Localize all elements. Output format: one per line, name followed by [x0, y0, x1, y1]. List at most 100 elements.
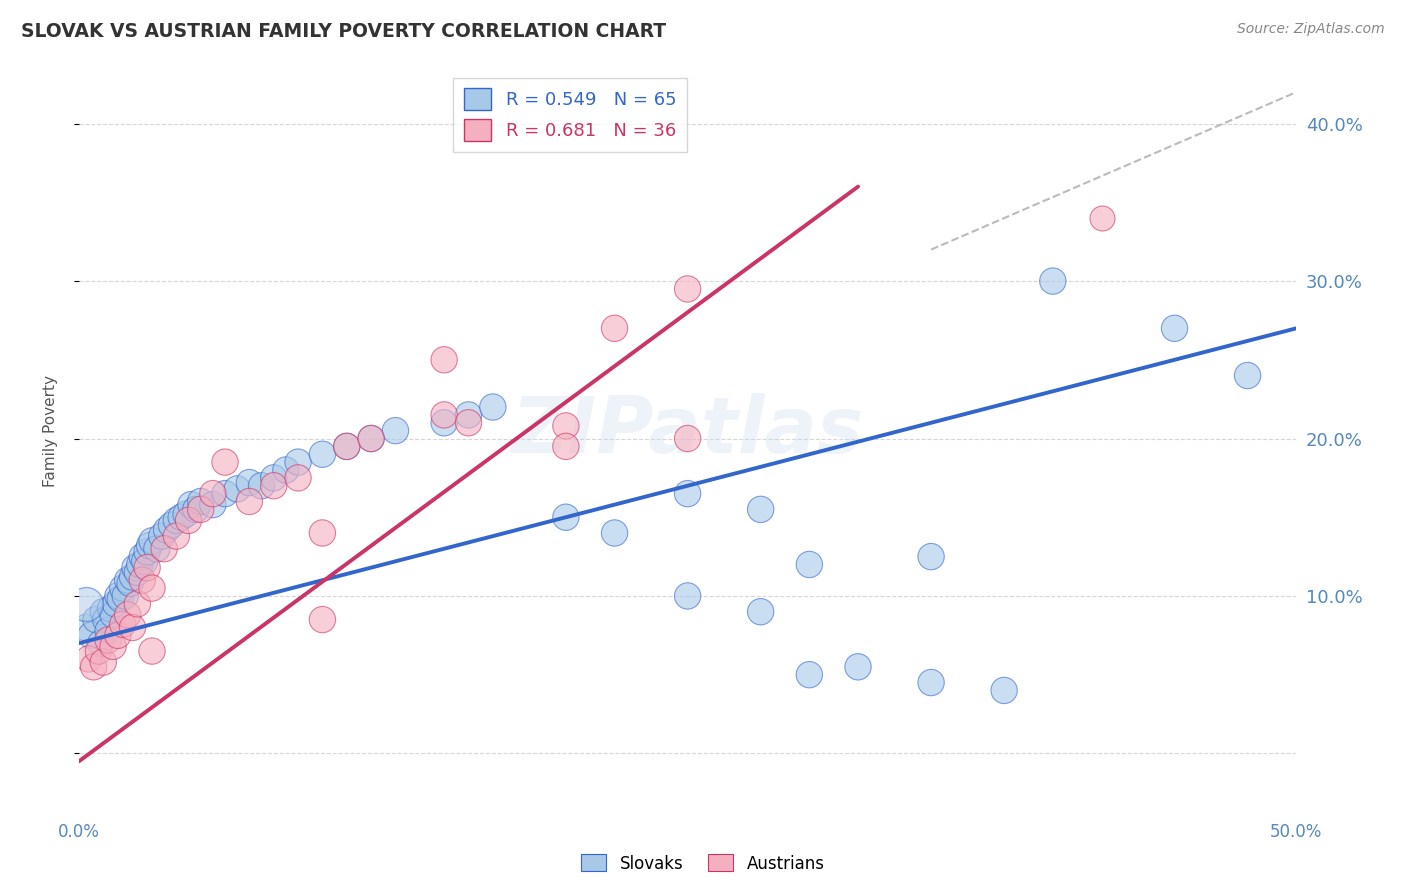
Point — [146, 541, 169, 556]
Text: ZIPatlas: ZIPatlas — [512, 392, 863, 468]
Point — [603, 321, 626, 335]
Point — [128, 558, 150, 572]
Point — [263, 471, 285, 485]
Point — [141, 581, 163, 595]
Y-axis label: Family Poverty: Family Poverty — [44, 375, 58, 487]
Point — [214, 486, 236, 500]
Point — [174, 507, 197, 521]
Text: Source: ZipAtlas.com: Source: ZipAtlas.com — [1237, 22, 1385, 37]
Point — [311, 613, 333, 627]
Point — [554, 439, 576, 453]
Point — [384, 424, 406, 438]
Point — [87, 644, 110, 658]
Point — [136, 545, 159, 559]
Point — [100, 601, 122, 615]
Point — [1090, 211, 1112, 225]
Point — [676, 432, 699, 446]
Point — [138, 539, 160, 553]
Point — [97, 633, 120, 648]
Point — [120, 576, 142, 591]
Point — [160, 518, 183, 533]
Point — [101, 607, 124, 622]
Point — [799, 558, 821, 572]
Point — [131, 549, 153, 564]
Point — [114, 589, 136, 603]
Point — [111, 617, 134, 632]
Point — [287, 471, 309, 485]
Point — [190, 502, 212, 516]
Point — [749, 605, 772, 619]
Point — [238, 494, 260, 508]
Point — [90, 636, 112, 650]
Point — [150, 529, 173, 543]
Point — [214, 455, 236, 469]
Point — [226, 482, 249, 496]
Point — [91, 605, 114, 619]
Point — [91, 655, 114, 669]
Point — [165, 529, 187, 543]
Point — [107, 628, 129, 642]
Point — [184, 502, 207, 516]
Point — [676, 486, 699, 500]
Point — [153, 541, 176, 556]
Text: 0.0%: 0.0% — [58, 823, 100, 841]
Point — [104, 597, 127, 611]
Point — [238, 475, 260, 490]
Point — [482, 400, 505, 414]
Point — [920, 549, 942, 564]
Point — [190, 494, 212, 508]
Point — [110, 592, 132, 607]
Legend: R = 0.549   N = 65, R = 0.681   N = 36: R = 0.549 N = 65, R = 0.681 N = 36 — [453, 78, 688, 153]
Point — [84, 613, 107, 627]
Point — [97, 624, 120, 638]
Point — [134, 554, 156, 568]
Point — [127, 566, 149, 580]
Point — [263, 479, 285, 493]
Point — [83, 660, 105, 674]
Point — [676, 589, 699, 603]
Point — [177, 513, 200, 527]
Point — [311, 447, 333, 461]
Point — [131, 573, 153, 587]
Point — [554, 510, 576, 524]
Point — [80, 628, 103, 642]
Legend: Slovaks, Austrians: Slovaks, Austrians — [575, 847, 831, 880]
Point — [127, 597, 149, 611]
Point — [676, 282, 699, 296]
Text: SLOVAK VS AUSTRIAN FAMILY POVERTY CORRELATION CHART: SLOVAK VS AUSTRIAN FAMILY POVERTY CORREL… — [21, 22, 666, 41]
Point — [77, 652, 100, 666]
Point — [111, 581, 134, 595]
Point — [554, 418, 576, 433]
Point — [457, 408, 479, 422]
Point — [360, 432, 382, 446]
Point — [250, 479, 273, 493]
Point — [94, 613, 117, 627]
Point — [433, 416, 456, 430]
Point — [201, 498, 224, 512]
Point — [920, 675, 942, 690]
Point — [141, 533, 163, 548]
Point — [180, 498, 202, 512]
Point — [155, 523, 177, 537]
Point — [1236, 368, 1258, 383]
Point — [749, 502, 772, 516]
Point — [1042, 274, 1064, 288]
Point — [117, 607, 139, 622]
Point — [846, 660, 869, 674]
Point — [457, 416, 479, 430]
Point — [1163, 321, 1185, 335]
Point — [287, 455, 309, 469]
Point — [336, 439, 359, 453]
Text: 50.0%: 50.0% — [1270, 823, 1323, 841]
Point — [799, 667, 821, 681]
Point — [75, 597, 97, 611]
Point — [170, 510, 193, 524]
Point — [124, 560, 146, 574]
Point — [121, 570, 143, 584]
Point — [993, 683, 1015, 698]
Point — [336, 439, 359, 453]
Point — [136, 560, 159, 574]
Point — [201, 486, 224, 500]
Point — [141, 644, 163, 658]
Point — [433, 352, 456, 367]
